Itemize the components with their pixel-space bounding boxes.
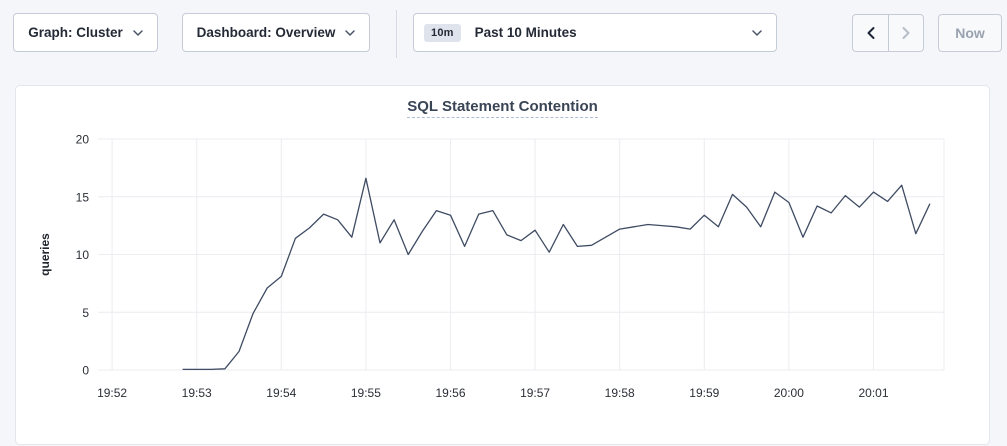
dashboard-dropdown-label: Dashboard: Overview (196, 25, 336, 40)
time-range-label: Past 10 Minutes (474, 25, 577, 40)
x-tick-label: 19:53 (182, 386, 212, 400)
graph-dropdown-label: Graph: Cluster (28, 25, 123, 40)
x-tick-label: 19:56 (435, 386, 465, 400)
series-line-queries (182, 177, 931, 371)
x-tick-label: 19:52 (97, 386, 127, 400)
chevron-down-icon (133, 29, 143, 36)
chart-card: SQL Statement Contention 0 5 10 15 20 19:52 19… (15, 85, 990, 445)
x-tick-label: 19:55 (351, 386, 381, 400)
y-tick-label: 10 (76, 248, 90, 262)
time-nav-group (852, 14, 924, 52)
y-tick-label: 15 (76, 190, 90, 204)
x-tick-label: 20:00 (774, 386, 804, 400)
time-back-button[interactable] (853, 15, 888, 51)
now-button[interactable]: Now (938, 14, 1002, 52)
chevron-down-icon (752, 29, 762, 36)
y-tick-label: 20 (76, 133, 90, 147)
x-tick-label: 19:57 (520, 386, 550, 400)
sql-statement-contention-chart[interactable]: 0 5 10 15 20 19:52 19:53 19:54 19:55 19:56 19:57 19… (16, 86, 991, 446)
y-tick-label: 5 (82, 306, 89, 320)
chevron-right-icon (902, 27, 910, 39)
toolbar-divider (396, 10, 397, 58)
chevron-down-icon (345, 29, 356, 36)
time-forward-button[interactable] (888, 15, 923, 51)
dashboard-toolbar: Graph: Cluster Dashboard: Overview 10m P… (0, 0, 1007, 70)
chart-title-row: SQL Statement Contention (16, 98, 989, 118)
x-tick-label: 19:54 (266, 386, 296, 400)
y-axis-label: queries (38, 233, 52, 276)
x-tick-label: 19:58 (605, 386, 635, 400)
graph-dropdown[interactable]: Graph: Cluster (13, 13, 158, 52)
time-range-dropdown[interactable]: 10m Past 10 Minutes (413, 13, 777, 52)
x-tick-label: 20:01 (858, 386, 888, 400)
y-tick-label: 0 (82, 364, 89, 378)
chart-title[interactable]: SQL Statement Contention (407, 98, 598, 118)
dashboard-dropdown[interactable]: Dashboard: Overview (182, 13, 370, 52)
chevron-left-icon (867, 27, 874, 39)
x-tick-label: 19:59 (689, 386, 719, 400)
time-range-badge: 10m (424, 23, 461, 42)
